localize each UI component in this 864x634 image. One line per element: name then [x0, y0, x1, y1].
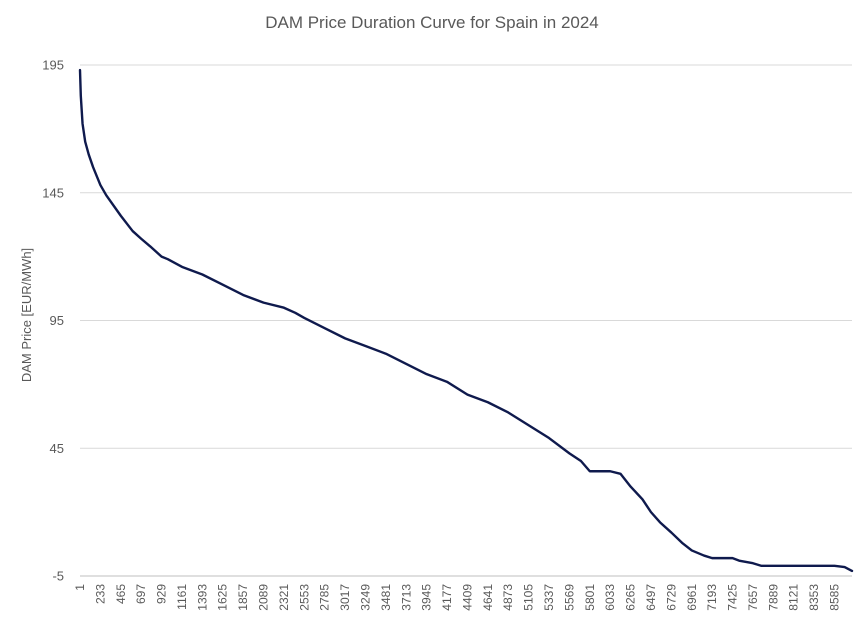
x-tick-label: 1393 — [195, 584, 209, 611]
y-tick-label: 95 — [50, 313, 64, 328]
x-tick-label: 5105 — [522, 584, 536, 611]
series-line-dam-price — [78, 68, 854, 573]
x-tick-label: 6265 — [624, 584, 638, 611]
gridlines — [80, 64, 852, 577]
x-tick-label: 4641 — [481, 584, 495, 611]
chart-title: DAM Price Duration Curve for Spain in 20… — [265, 13, 599, 32]
series-group — [78, 68, 854, 573]
x-tick-label: 2785 — [318, 584, 332, 611]
x-tick-labels: 1 233 465 697 929 1161 1393 1625 1857 2089 2321 255… — [73, 584, 842, 611]
x-tick-label: 4177 — [440, 584, 454, 611]
x-tick-label: 7425 — [726, 584, 740, 611]
x-tick-label: 5801 — [583, 584, 597, 611]
x-tick-label: 3481 — [379, 584, 393, 611]
y-tick-label: 195 — [42, 58, 64, 73]
x-tick-label: 1 — [73, 584, 87, 591]
x-tick-label: 6033 — [603, 584, 617, 611]
x-tick-label: 5569 — [562, 584, 576, 611]
x-tick-label: 4873 — [501, 584, 515, 611]
x-tick-label: 1161 — [175, 584, 189, 610]
x-tick-label: 1625 — [216, 584, 230, 611]
x-tick-label: 8353 — [807, 584, 821, 611]
x-tick-label: 7889 — [766, 584, 780, 611]
x-tick-label: 2089 — [257, 584, 271, 611]
x-tick-label: 2321 — [277, 584, 291, 611]
x-tick-label: 7657 — [746, 584, 760, 611]
x-tick-label: 3017 — [338, 584, 352, 611]
x-tick-label: 3713 — [399, 584, 413, 611]
x-tick-label: 6961 — [685, 584, 699, 611]
x-tick-label: 3249 — [358, 584, 372, 611]
x-tick-label: 5337 — [542, 584, 556, 611]
y-tick-label: 45 — [50, 441, 64, 456]
x-tick-label: 2553 — [297, 584, 311, 611]
x-tick-label: 929 — [155, 584, 169, 604]
x-tick-label: 6729 — [664, 584, 678, 611]
x-tick-label: 3945 — [420, 584, 434, 611]
y-axis-label: DAM Price [EUR/MWh] — [19, 248, 34, 382]
x-tick-label: 1857 — [236, 584, 250, 611]
x-tick-label: 465 — [114, 584, 128, 604]
x-tick-label: 7193 — [705, 584, 719, 611]
x-tick-label: 233 — [93, 584, 107, 604]
x-tick-label: 6497 — [644, 584, 658, 611]
y-tick-label: 145 — [42, 185, 64, 200]
x-tick-label: 8585 — [828, 584, 842, 611]
x-tick-label: 697 — [134, 584, 148, 604]
y-tick-labels: -5 45 95 145 195 — [42, 58, 64, 584]
y-tick-label: -5 — [52, 569, 64, 584]
x-tick-label: 8121 — [787, 584, 801, 611]
x-tick-label: 4409 — [460, 584, 474, 611]
